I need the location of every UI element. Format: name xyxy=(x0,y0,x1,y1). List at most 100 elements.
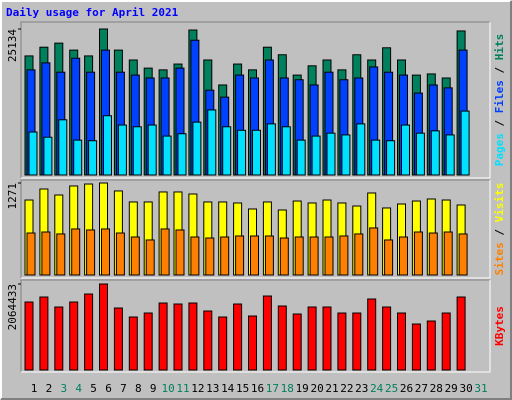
bar xyxy=(132,126,142,176)
bar xyxy=(296,139,306,176)
x-tick-label: 17 xyxy=(266,382,279,395)
bar xyxy=(128,316,138,371)
panel-bevel-light xyxy=(21,180,491,279)
bar xyxy=(158,302,168,371)
x-tick-label: 19 xyxy=(296,382,309,395)
y-tick-label: 1271 xyxy=(6,183,19,210)
bar xyxy=(58,119,68,176)
x-tick-label: 25 xyxy=(385,382,398,395)
x-tick-label: 24 xyxy=(370,382,384,395)
x-tick-label: 6 xyxy=(105,382,112,395)
legend: KBytes xyxy=(493,306,506,346)
panel-bevel-light xyxy=(21,22,491,179)
bar xyxy=(266,123,276,176)
bar xyxy=(458,233,468,276)
bar xyxy=(86,229,96,276)
x-tick-label: 31 xyxy=(474,382,487,395)
bar xyxy=(252,129,261,176)
x-tick-label: 22 xyxy=(340,382,353,395)
bar xyxy=(24,301,34,371)
bar xyxy=(173,303,183,371)
legend-entry: Pages xyxy=(493,133,506,166)
bar xyxy=(294,236,304,276)
bar xyxy=(371,139,381,176)
bar xyxy=(222,126,232,176)
panel-bevel-light xyxy=(21,280,491,373)
bar xyxy=(460,110,470,176)
bar xyxy=(117,124,127,176)
x-tick-label: 8 xyxy=(135,382,142,395)
bar xyxy=(130,236,140,276)
bar xyxy=(205,237,215,276)
legend-entry: Visits xyxy=(493,183,506,223)
bar xyxy=(397,312,406,371)
bar xyxy=(115,232,125,276)
bar xyxy=(220,236,230,276)
x-tick-label: 21 xyxy=(325,382,338,395)
x-tick-label: 29 xyxy=(445,382,458,395)
x-tick-label: 7 xyxy=(120,382,127,395)
x-tick-label: 11 xyxy=(176,382,189,395)
bar xyxy=(250,235,259,276)
x-tick-label: 16 xyxy=(251,382,264,395)
bar xyxy=(262,295,272,371)
bar xyxy=(354,233,364,276)
bar xyxy=(207,109,217,176)
bar xyxy=(443,231,453,276)
bar xyxy=(324,236,334,276)
x-tick-label: 2 xyxy=(46,382,53,395)
x-tick-label: 10 xyxy=(161,382,174,395)
legend-entry: Hits xyxy=(493,34,506,61)
legend-separator: / xyxy=(493,222,506,242)
bar xyxy=(192,121,202,176)
bar xyxy=(188,302,198,371)
bar xyxy=(113,307,123,371)
bar xyxy=(277,305,287,371)
legend-entry: Sites xyxy=(493,242,506,275)
panel-bevel-dark xyxy=(20,179,490,278)
bar xyxy=(56,233,66,276)
bar xyxy=(307,306,317,371)
x-tick-label: 26 xyxy=(400,382,413,395)
bar xyxy=(237,129,247,176)
legend-entry: KBytes xyxy=(493,306,506,346)
x-tick-label: 30 xyxy=(459,382,472,395)
legend-separator: / xyxy=(493,113,506,133)
x-tick-label: 12 xyxy=(191,382,204,395)
bar xyxy=(160,228,170,276)
bar xyxy=(177,133,187,176)
bar xyxy=(399,236,408,276)
x-tick-label: 28 xyxy=(430,382,443,395)
bar xyxy=(147,124,157,176)
bar xyxy=(352,312,362,371)
bar xyxy=(28,131,38,176)
y-tick-label: 2064433 xyxy=(6,284,19,330)
bar xyxy=(367,298,377,371)
x-tick-label: 1 xyxy=(31,382,38,395)
bar xyxy=(445,134,455,176)
bar xyxy=(26,232,36,276)
x-tick-label: 18 xyxy=(281,382,294,395)
bar xyxy=(382,306,392,371)
bar xyxy=(73,139,83,176)
bar xyxy=(339,235,349,276)
bar xyxy=(103,115,112,176)
bar xyxy=(88,140,98,176)
bar xyxy=(84,293,94,371)
panel-bevel-dark xyxy=(20,21,490,178)
bar xyxy=(386,140,396,176)
bar xyxy=(145,239,155,276)
legend: Pages / Files / Hits xyxy=(493,34,506,167)
legend-entry: Files xyxy=(493,80,506,113)
bar xyxy=(413,231,423,276)
x-tick-label: 4 xyxy=(75,382,82,395)
x-tick-label: 15 xyxy=(236,382,249,395)
bar xyxy=(369,227,379,276)
bar xyxy=(39,296,49,371)
bar xyxy=(43,136,53,176)
bar xyxy=(190,236,200,276)
x-tick-label: 23 xyxy=(355,382,368,395)
bar xyxy=(341,134,351,176)
